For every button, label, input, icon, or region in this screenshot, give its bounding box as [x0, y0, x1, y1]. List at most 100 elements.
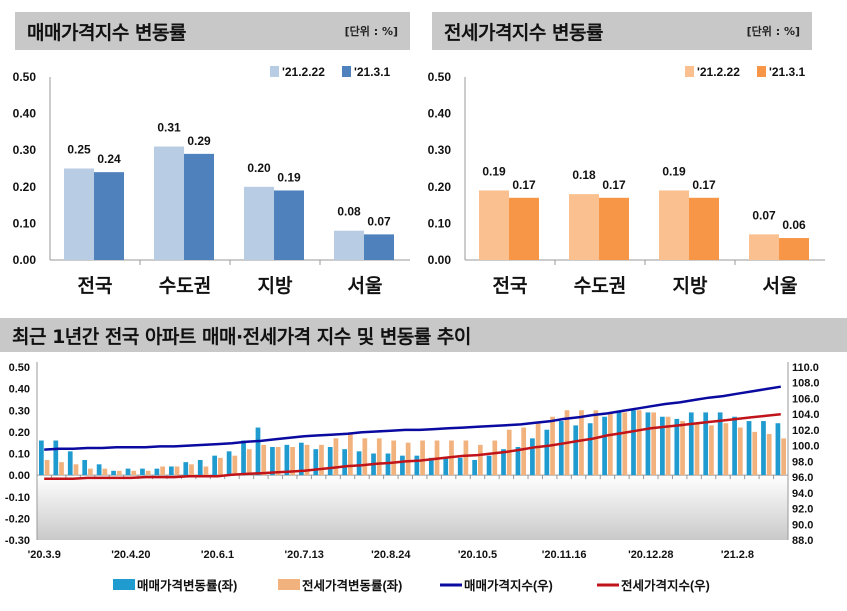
- sales-rate-bar: [703, 412, 709, 476]
- sales-rate-bar: [674, 418, 680, 476]
- sales-rate-bar: [298, 442, 304, 476]
- jeonse-rate-bar: [463, 440, 469, 476]
- sales-chart-unit: [단위 : %]: [344, 25, 398, 38]
- bar-1: [599, 197, 629, 260]
- sales-rate-bar: [602, 416, 607, 476]
- category-label: 수도권: [159, 275, 211, 297]
- category-label: 지방: [258, 275, 293, 297]
- jeonse-chart-header: 전세가격지수 변동률 [단위 : %]: [432, 12, 812, 50]
- jeonse-rate-bar: [131, 470, 137, 476]
- jeonse-chart-title: 전세가격지수 변동률: [444, 21, 603, 44]
- jeonse-rate-bar: [622, 412, 628, 476]
- jeonse-rate-bar: [319, 444, 324, 476]
- data-label: 0.19: [482, 164, 506, 178]
- sales-rate-bar: [544, 429, 550, 476]
- jeonse-rate-bar: [376, 438, 382, 476]
- sales-rate-bar: [746, 421, 752, 476]
- legend-label: '21.2.22: [282, 65, 325, 79]
- sales-rate-bar: [183, 462, 189, 476]
- data-label: 0.17: [692, 178, 716, 192]
- category-label: 전국: [493, 275, 528, 297]
- jeonse-rate-bar: [607, 412, 613, 476]
- legend-swatch: [113, 579, 135, 590]
- sales-rate-bar: [125, 468, 131, 476]
- y-tick-label: 0.00: [428, 253, 452, 267]
- sales-rate-bar: [111, 470, 116, 476]
- y-tick-label: 0.50: [428, 70, 452, 84]
- right-tick-label: 96.0: [792, 472, 813, 484]
- data-label: 0.17: [602, 178, 626, 192]
- sales-rate-bar: [631, 410, 636, 476]
- jeonse-rate-bar: [391, 440, 397, 476]
- jeonse-rate-bar: [492, 440, 498, 476]
- x-tick-label: '20.12.28: [628, 549, 673, 561]
- bar-1: [689, 197, 719, 260]
- jeonse-rate-bar: [189, 464, 194, 476]
- jeonse-rate-bar: [477, 444, 483, 476]
- jeonse-index-line: [44, 412, 781, 480]
- data-label: 0.18: [572, 168, 596, 182]
- sales-rate-bar: [428, 457, 434, 476]
- category-label: 서울: [763, 275, 798, 297]
- jeonse-rate-bar: [535, 423, 541, 476]
- jeonse-rate-bar: [333, 438, 339, 476]
- bar-1: [779, 238, 809, 260]
- legend-swatch: [342, 66, 351, 77]
- sales-rate-bar: [197, 459, 203, 476]
- sales-rate-bar: [515, 447, 521, 476]
- sales-rate-bar: [212, 455, 218, 476]
- jeonse-rate-bar: [275, 447, 281, 476]
- jeonse-rate-bar: [261, 444, 267, 476]
- sales-rate-bar: [284, 444, 290, 476]
- sales-rate-bar: [39, 440, 44, 476]
- y-tick-label: 0.20: [13, 180, 37, 194]
- x-tick-label: '20.3.9: [28, 549, 61, 561]
- sales-rate-bar: [414, 455, 420, 476]
- data-label: 0.07: [752, 208, 776, 222]
- sales-rate-bar: [168, 466, 174, 476]
- legend-label: 전세가격변동률(좌): [302, 578, 402, 593]
- legend-label: 매매가격지수(우): [464, 578, 553, 593]
- right-tick-label: 92.0: [792, 504, 813, 516]
- jeonse-rate-bar: [102, 468, 108, 476]
- bar-0: [334, 230, 364, 260]
- bar-0: [569, 194, 599, 260]
- category-label: 수도권: [574, 275, 626, 297]
- jeonse-rate-bar: [766, 434, 772, 476]
- bar-0: [244, 186, 274, 260]
- bar-0: [479, 190, 509, 260]
- bar-0: [154, 146, 184, 260]
- sales-rate-bar: [645, 412, 651, 476]
- legend-swatch: [278, 579, 300, 590]
- sales-rate-bar: [530, 438, 535, 476]
- bar-0: [64, 168, 94, 260]
- left-tick-label: 0.20: [9, 427, 30, 439]
- bar-1: [364, 234, 394, 260]
- jeonse-rate-bar: [521, 427, 527, 476]
- sales-chart-title: 매매가격지수 변동률: [27, 21, 186, 44]
- left-tick-label: 0.30: [9, 405, 30, 417]
- jeonse-rate-bar: [405, 442, 411, 476]
- sales-rate-bar: [140, 468, 145, 476]
- sales-rate-bar: [660, 416, 665, 476]
- sales-rate-bar: [385, 453, 391, 476]
- right-tick-label: 94.0: [792, 488, 813, 500]
- legend-label: '21.2.22: [697, 65, 740, 79]
- sales-rate-bar: [154, 468, 160, 476]
- trend-chart-title: 최근 1년간 전국 아파트 매매·전세가격 지수 및 변동률 추이: [12, 325, 471, 348]
- category-label: 지방: [673, 275, 708, 297]
- legend-swatch: [270, 66, 279, 77]
- trend-chart-header: 최근 1년간 전국 아파트 매매·전세가격 지수 및 변동률 추이: [0, 318, 847, 352]
- sales-rate-bar: [96, 464, 102, 476]
- jeonse-rate-bar: [290, 447, 295, 476]
- jeonse-rate-bar: [160, 466, 165, 476]
- sales-rate-bar: [270, 447, 275, 476]
- jeonse-rate-bar: [680, 421, 685, 476]
- jeonse-rate-bar: [348, 434, 353, 476]
- jeonse-rate-bar: [116, 470, 122, 476]
- y-tick-label: 0.40: [428, 107, 452, 121]
- sales-rate-bar: [443, 457, 449, 476]
- x-tick-label: '20.7.13: [285, 549, 324, 561]
